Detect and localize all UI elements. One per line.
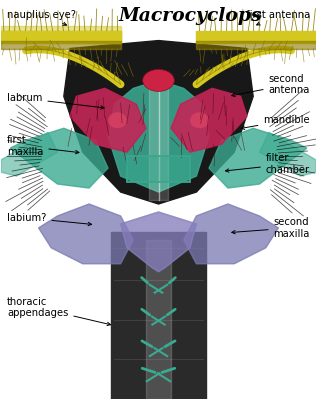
Polygon shape [10,128,108,188]
Text: second
maxilla: second maxilla [232,217,310,239]
Polygon shape [260,132,316,176]
Text: first antenna: first antenna [246,10,310,25]
Polygon shape [171,88,247,152]
Polygon shape [184,204,278,264]
Polygon shape [111,232,206,399]
Polygon shape [171,88,247,152]
Text: mandible: mandible [241,115,310,130]
Polygon shape [108,80,209,192]
Text: labium?: labium? [7,213,92,226]
Ellipse shape [190,112,209,128]
Polygon shape [121,212,196,272]
Polygon shape [196,30,316,42]
Polygon shape [70,88,146,152]
Text: nauplius eye?: nauplius eye? [7,10,76,25]
Ellipse shape [108,112,127,128]
Text: second
antenna: second antenna [232,74,310,97]
Polygon shape [1,41,121,48]
FancyBboxPatch shape [127,156,190,182]
Polygon shape [209,128,307,188]
Text: labrum: labrum [7,93,104,109]
Polygon shape [146,240,171,399]
Polygon shape [1,30,121,42]
Polygon shape [149,80,168,200]
Polygon shape [121,212,196,272]
Ellipse shape [143,70,174,91]
Polygon shape [1,132,57,176]
Polygon shape [1,30,121,42]
Polygon shape [64,40,253,204]
Polygon shape [1,26,121,38]
Text: thoracic
appendages: thoracic appendages [7,297,111,326]
Text: Macrocyclops: Macrocyclops [118,7,262,25]
Polygon shape [70,88,146,152]
Polygon shape [196,41,316,48]
Polygon shape [39,204,133,264]
Text: first
maxilla: first maxilla [7,135,79,157]
Text: filter
chamber: filter chamber [225,153,310,175]
